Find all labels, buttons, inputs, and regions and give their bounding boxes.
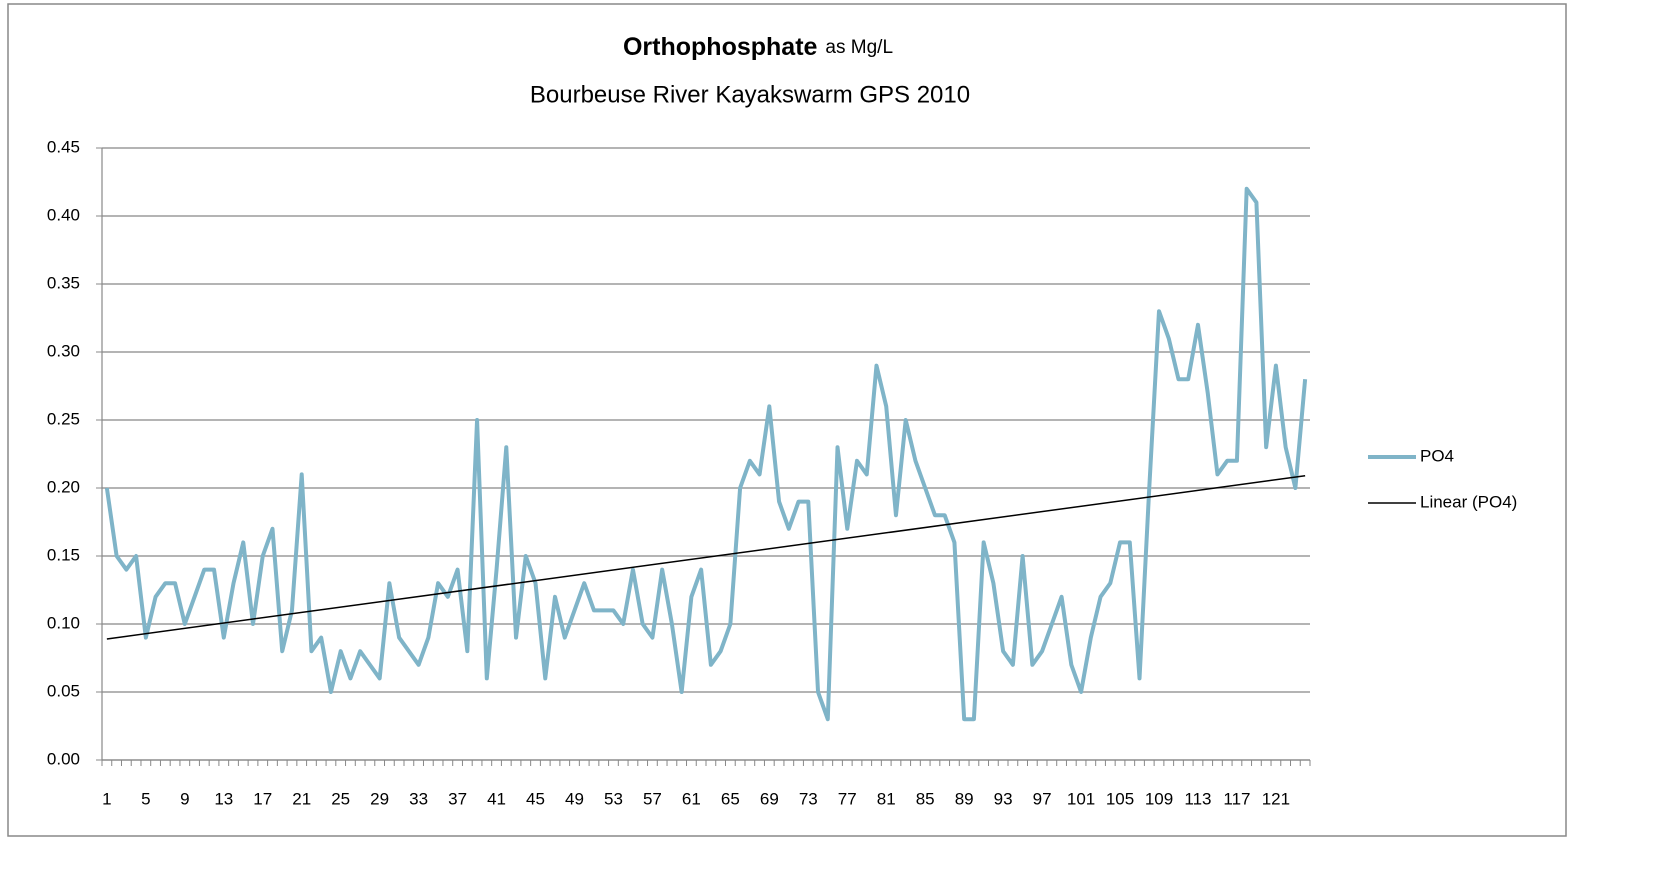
x-tick-label: 21	[292, 789, 311, 808]
y-tick-label: 0.20	[47, 477, 80, 496]
y-tick-label: 0.25	[47, 409, 80, 428]
data-line	[104, 186, 1308, 722]
x-tick-label: 113	[1184, 789, 1211, 808]
x-tick-label: 77	[838, 789, 857, 808]
x-tick-label: 97	[1033, 789, 1052, 808]
x-tick-label: 109	[1145, 789, 1173, 808]
x-tick-label: 57	[643, 789, 662, 808]
x-tick-label: 89	[955, 789, 974, 808]
x-tick-label: 17	[253, 789, 272, 808]
x-tick-label: 41	[487, 789, 506, 808]
x-tick-label: 69	[760, 789, 779, 808]
y-tick-label: 0.10	[47, 613, 80, 632]
y-tick-label: 0.05	[47, 681, 80, 700]
y-tick-label: 0.00	[47, 749, 80, 768]
trend-line	[106, 475, 1306, 640]
y-tick-label: 0.45	[47, 137, 80, 156]
x-tick-label: 73	[799, 789, 818, 808]
x-tick-label: 45	[526, 789, 545, 808]
x-tick-label: 61	[682, 789, 701, 808]
x-tick-label: 85	[916, 789, 935, 808]
chart-title: Orthophosphate as Mg/L	[623, 33, 893, 61]
title-main: Orthophosphate	[623, 33, 818, 61]
x-tick-label: 81	[877, 789, 896, 808]
x-tick-label: 93	[994, 789, 1013, 808]
x-tick-label: 25	[331, 789, 350, 808]
y-tick-label: 0.30	[47, 341, 80, 360]
x-tick-label: 37	[448, 789, 467, 808]
x-tick-label: 1	[102, 789, 111, 808]
x-tick-label: 121	[1262, 789, 1290, 808]
x-tick-label: 105	[1106, 789, 1134, 808]
legend-label: Linear (PO4)	[1420, 492, 1517, 511]
x-tick-label: 65	[721, 789, 740, 808]
y-tick-label: 0.40	[47, 205, 80, 224]
x-tick-label: 13	[214, 789, 233, 808]
x-tick-label: 49	[565, 789, 584, 808]
x-tick-label: 29	[370, 789, 389, 808]
x-tick-label: 9	[180, 789, 189, 808]
x-tick-label: 101	[1067, 789, 1095, 808]
x-tick-label: 117	[1223, 789, 1250, 808]
title-unit: as Mg/L	[825, 37, 893, 58]
x-tick-label: 53	[604, 789, 623, 808]
y-tick-label: 0.15	[47, 545, 80, 564]
x-tick-label: 5	[141, 789, 150, 808]
x-tick-label: 33	[409, 789, 428, 808]
legend-label: PO4	[1420, 446, 1454, 465]
chart-subtitle: Bourbeuse River Kayakswarm GPS 2010	[530, 81, 970, 108]
y-tick-label: 0.35	[47, 273, 80, 292]
